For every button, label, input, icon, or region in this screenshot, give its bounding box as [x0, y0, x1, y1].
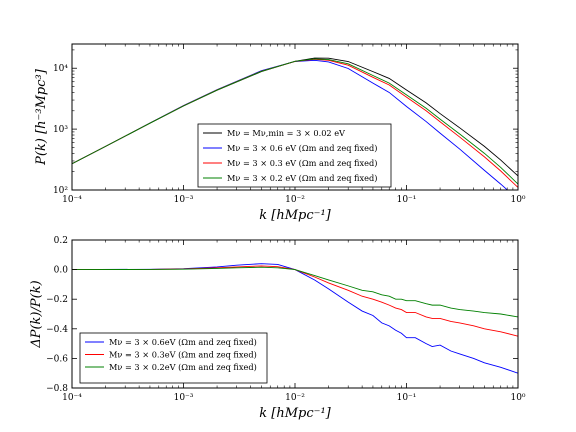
series-group: [72, 263, 518, 374]
x-tick-label: 10⁰: [510, 393, 525, 403]
x-tick-label: 10⁻¹: [397, 195, 417, 205]
legend-label-1: Mν = 3 × 0.6 eV (Ωm and zeq fixed): [227, 143, 377, 153]
legend-label-0: Mν = Mν,min = 3 × 0.02 eV: [227, 128, 346, 138]
x-tick-label: 10⁻²: [285, 393, 305, 403]
y-tick-label: 0.2: [54, 236, 68, 246]
legend: Mν = Mν,min = 3 × 0.02 eV Mν = 3 × 0.6 eV…: [197, 123, 392, 188]
y-tick-label: 0.0: [54, 266, 69, 276]
x-axis: 10⁻⁴ 10⁻³ 10⁻² 10⁻¹ 10⁰: [62, 44, 526, 205]
y-tick-label: −0.4: [46, 325, 68, 335]
legend-label-3: Mν = 3 × 0.2 eV (Ωm and zeq fixed): [227, 173, 377, 183]
y-axis-label: ΔP(k)/P(k): [29, 280, 44, 348]
series-line-2: [72, 266, 518, 318]
x-axis-label: k [hMpc⁻¹]: [259, 406, 331, 421]
x-tick-label: 10⁻³: [174, 393, 194, 403]
series-line-1: [72, 265, 518, 337]
x-tick-label: 10⁻¹: [397, 393, 417, 403]
y-tick-label: 10⁴: [53, 64, 68, 74]
power-spectrum-panel: 10⁻⁴ 10⁻³ 10⁻² 10⁻¹ 10⁰ 10² 10³ 10⁴ k [hMpc⁻¹] P(…: [34, 43, 526, 223]
legend-label-0: Mν = 3 × 0.6eV (Ωm and zeq fixed): [109, 337, 257, 347]
x-axis: 10⁻⁴ 10⁻³ 10⁻² 10⁻¹ 10⁰: [62, 240, 526, 403]
series-group: [72, 57, 518, 190]
y-axis: 10² 10³ 10⁴: [53, 49, 518, 196]
x-tick-label: 10⁻⁴: [62, 195, 82, 205]
legend-box: [197, 123, 392, 188]
x-tick-label: 10⁰: [510, 195, 525, 205]
y-axis-label: P(k) [h⁻³Mpc³]: [34, 68, 49, 166]
y-tick-label: −0.6: [46, 354, 68, 364]
y-tick-label: 10³: [53, 125, 68, 135]
x-tick-label: 10⁻⁴: [62, 393, 82, 403]
y-tick-label: 10²: [53, 186, 68, 196]
ratio-panel: 10⁻⁴ 10⁻³ 10⁻² 10⁻¹ 10⁰ −0.8 −0.6 −0.4 −0.2 0.0 0.…: [29, 236, 526, 421]
y-axis: −0.8 −0.6 −0.4 −0.2 0.0 0.2: [46, 236, 518, 394]
y-tick-label: −0.8: [46, 384, 68, 394]
legend-label-1: Mν = 3 × 0.3eV (Ωm and zeq fixed): [109, 350, 257, 360]
legend-box: [79, 332, 268, 384]
series-line-3: [72, 58, 518, 185]
x-axis-label: k [hMpc⁻¹]: [259, 208, 331, 223]
y-tick-label: −0.2: [46, 295, 68, 305]
legend: Mν = 3 × 0.6eV (Ωm and zeq fixed) Mν = 3 …: [79, 332, 268, 384]
series-line-0: [72, 263, 518, 374]
x-tick-label: 10⁻²: [285, 195, 305, 205]
x-tick-label: 10⁻³: [174, 195, 194, 205]
legend-label-2: Mν = 3 × 0.2eV (Ωm and zeq fixed): [109, 362, 257, 372]
legend-label-2: Mν = 3 × 0.3 eV (Ωm and zeq fixed): [227, 158, 377, 168]
